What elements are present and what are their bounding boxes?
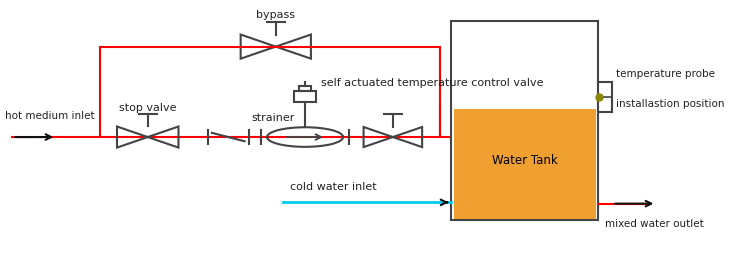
Bar <box>452 22 598 220</box>
Text: installastion position: installastion position <box>616 99 724 109</box>
Text: strainer: strainer <box>252 113 295 123</box>
Bar <box>454 109 596 219</box>
Text: temperature probe: temperature probe <box>616 69 715 79</box>
Text: Water Tank: Water Tank <box>492 154 557 167</box>
Text: hot medium inlet: hot medium inlet <box>5 111 94 121</box>
Text: mixed water outlet: mixed water outlet <box>605 219 703 229</box>
Text: cold water inlet: cold water inlet <box>290 182 377 192</box>
Bar <box>294 91 316 102</box>
Text: self actuated temperature control valve: self actuated temperature control valve <box>321 78 544 88</box>
Text: stop valve: stop valve <box>119 103 176 113</box>
Bar <box>299 86 311 91</box>
Text: bypass: bypass <box>256 10 296 20</box>
